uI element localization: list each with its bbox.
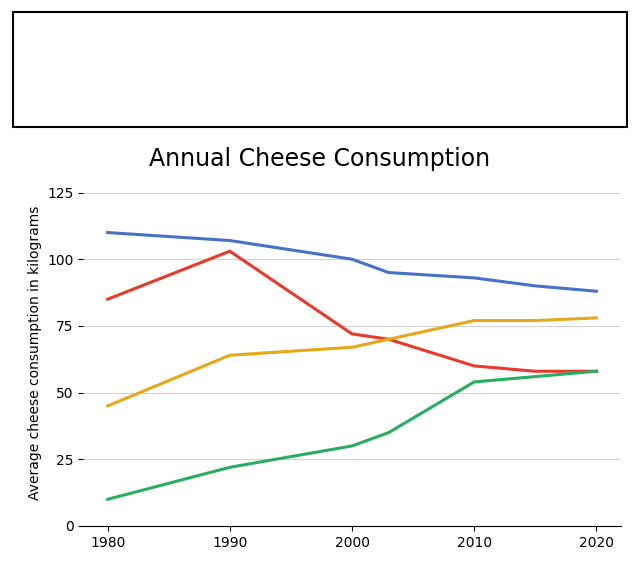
Wales [593, 314, 600, 321]
England [348, 255, 356, 262]
Scotland [385, 336, 392, 343]
Northern Ireland [348, 443, 356, 450]
Scotland [593, 368, 600, 375]
Wales [348, 344, 356, 351]
Line: Scotland: Scotland [108, 251, 596, 371]
Northern Ireland [226, 464, 234, 470]
Wales [470, 317, 478, 324]
Scotland [348, 331, 356, 338]
Text: per person in England, Scotland, Wales and Northern Ireland: per person in England, Scotland, Wales a… [32, 58, 534, 73]
Northern Ireland [470, 379, 478, 386]
Northern Ireland [104, 496, 111, 503]
Legend: England, Scotland, Wales, Northern Ireland: England, Scotland, Wales, Northern Irela… [108, 103, 596, 131]
Northern Ireland [531, 373, 539, 380]
England [470, 275, 478, 281]
Text: between 1980 and 2020.: between 1980 and 2020. [32, 90, 236, 105]
Y-axis label: Average cheese consumption in kilograms: Average cheese consumption in kilograms [28, 205, 42, 500]
England [226, 237, 234, 244]
Wales [104, 402, 111, 409]
Line: England: England [108, 232, 596, 291]
England [385, 269, 392, 276]
Text: The graph below shows the average consumption of cheese: The graph below shows the average consum… [32, 26, 526, 41]
Scotland [531, 368, 539, 375]
Wales [531, 317, 539, 324]
England [531, 283, 539, 290]
Wales [385, 336, 392, 343]
Scotland [104, 296, 111, 303]
Line: Northern Ireland: Northern Ireland [108, 371, 596, 499]
Text: Annual Cheese Consumption: Annual Cheese Consumption [149, 147, 491, 172]
Wales [226, 352, 234, 359]
England [104, 229, 111, 236]
Northern Ireland [385, 429, 392, 436]
Scotland [470, 362, 478, 369]
Scotland [226, 248, 234, 255]
Northern Ireland [593, 368, 600, 375]
England [593, 288, 600, 295]
Line: Wales: Wales [108, 318, 596, 406]
